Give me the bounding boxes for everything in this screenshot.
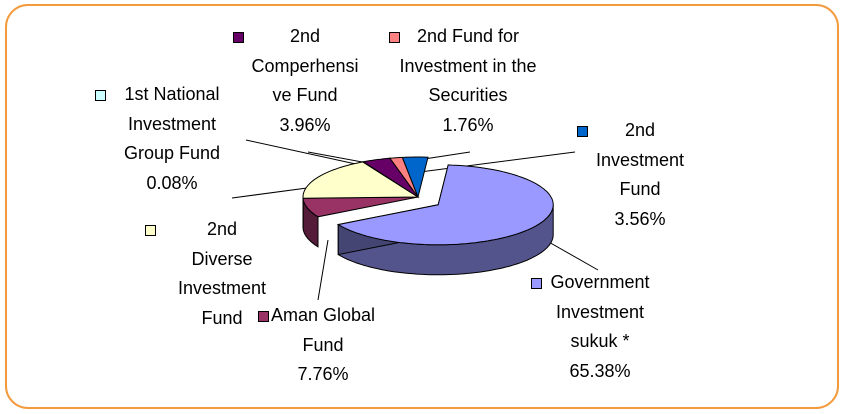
label-name: 1st National Investment Group Fund <box>123 84 221 164</box>
label-name: Aman Global Fund <box>270 305 376 355</box>
data-label: 2nd Comperhensive Fund 3.96% <box>250 22 360 140</box>
leader-line <box>317 239 329 301</box>
label-value: 65.38% <box>569 360 631 381</box>
label-name: 2nd Comperhensive Fund <box>251 26 359 106</box>
data-label: 1st National Investment Group Fund 0.08% <box>107 80 237 198</box>
legend-swatch <box>577 126 588 137</box>
legend-swatch <box>258 311 269 322</box>
slice <box>401 156 429 199</box>
data-label: 2nd Investment Fund 3.56% <box>593 116 688 234</box>
legend-swatch <box>95 90 106 101</box>
label-value: 0.08% <box>146 172 198 193</box>
leader-line <box>419 151 576 173</box>
legend-swatch <box>531 278 542 289</box>
frame <box>5 4 839 409</box>
slice <box>302 196 419 218</box>
label-value: 3.56% <box>614 208 666 229</box>
label-name: 2nd Investment Fund <box>595 120 685 200</box>
slice <box>336 164 554 246</box>
leader-line <box>245 139 375 169</box>
legend-swatch <box>389 32 400 43</box>
data-label: Government Investment sukuk * 65.38% <box>538 268 663 386</box>
slice <box>361 157 419 198</box>
label-name: 2nd Fund for Investment in the Securitie… <box>399 26 537 106</box>
legend-swatch <box>233 32 244 43</box>
label-value: 7.76% <box>297 364 349 385</box>
label-value: 3.96% <box>279 114 331 135</box>
slice <box>302 161 420 199</box>
data-label: 2nd Fund for Investment in the Securitie… <box>393 22 543 140</box>
data-label: 2nd Diverse Investment Fund <box>176 215 268 333</box>
data-label: Aman Global Fund 7.76% <box>266 301 381 390</box>
label-name: Government Investment sukuk * <box>550 272 650 352</box>
legend-swatch <box>145 225 156 236</box>
label-name: 2nd Diverse Investment Fund <box>177 219 267 328</box>
label-value: 1.76% <box>442 114 494 135</box>
